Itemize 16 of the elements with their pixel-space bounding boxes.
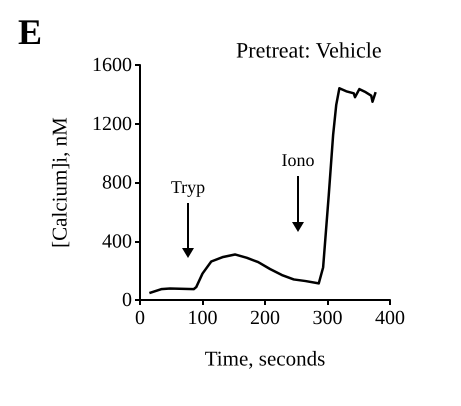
x-axis-title: Time, seconds: [204, 346, 326, 370]
y-tick-label: 0: [122, 289, 132, 311]
y-tick-label: 1200: [92, 112, 132, 135]
line-series: [148, 86, 377, 294]
x-tick-label: 300: [312, 307, 342, 329]
y-tick-label: 1600: [92, 54, 132, 76]
annotation: Iono: [280, 150, 316, 170]
chart-title: Pretreat: Vehicle: [236, 38, 382, 62]
annotation: Tryp: [170, 177, 206, 197]
text: E: [18, 12, 42, 52]
y-axis-title: [Calcium]i, nM: [48, 116, 72, 248]
x-tick-label: 400: [375, 307, 405, 329]
y-tick-label: 800: [102, 172, 132, 194]
y-tick-label: 400: [102, 230, 132, 252]
x-tick-label: 200: [250, 307, 280, 329]
x-tick-label: 100: [188, 307, 218, 329]
